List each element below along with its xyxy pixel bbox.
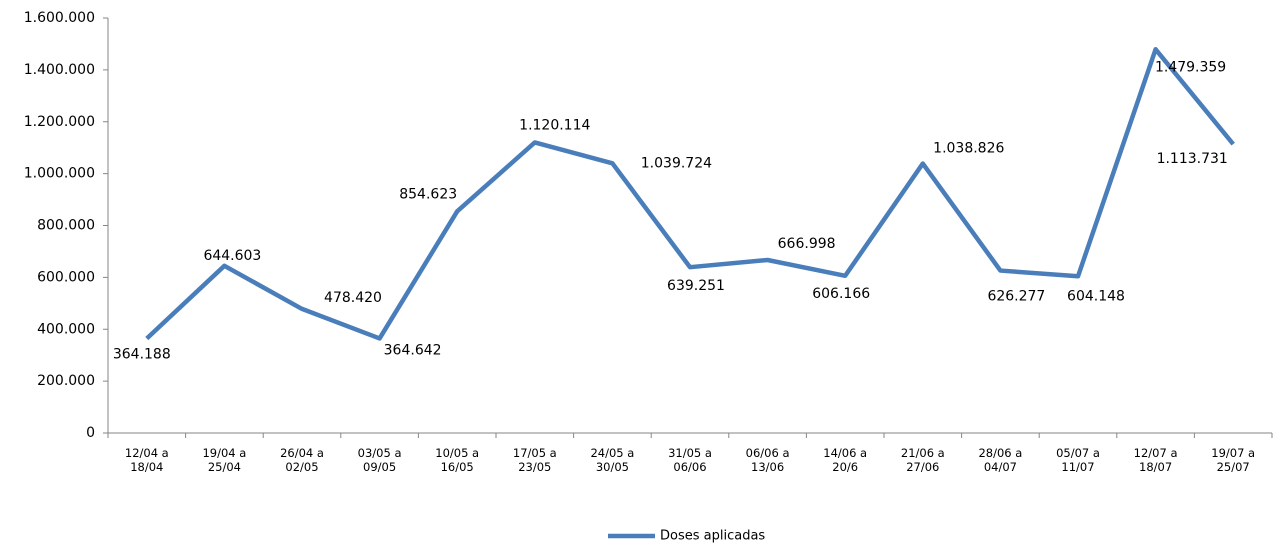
x-tick-label: 03/05 a 09/05 xyxy=(357,446,402,474)
y-tick-label: 200.000 xyxy=(37,373,95,389)
line xyxy=(145,47,1235,341)
x-tick-label: 14/06 a 20/6 xyxy=(823,446,868,474)
data-label: 854.623 xyxy=(399,186,457,202)
x-tick-label: 31/05 a 06/06 xyxy=(668,446,712,474)
legend-label: Doses aplicadas xyxy=(660,529,765,543)
x-tick-label: 12/07 a 18/07 xyxy=(1133,446,1178,474)
data-label: 1.120.114 xyxy=(519,117,590,133)
data-label: 639.251 xyxy=(667,278,725,294)
y-tick-label: 1.400.000 xyxy=(24,62,95,78)
y-tick-label: 600.000 xyxy=(37,269,95,285)
data-label: 364.188 xyxy=(113,347,171,363)
data-label: 644.603 xyxy=(203,248,261,264)
x-tick-label: 28/06 a 04/07 xyxy=(978,446,1023,474)
x-tick-label: 19/04 a 25/04 xyxy=(202,446,247,474)
x-tick-label: 26/04 a 02/05 xyxy=(280,446,324,474)
data-label: 1.113.731 xyxy=(1157,151,1228,167)
y-tick-label: 0 xyxy=(86,425,95,441)
data-label: 606.166 xyxy=(812,286,870,302)
data-label: 1.038.826 xyxy=(933,141,1004,157)
x-tick-label: 24/05 a 30/05 xyxy=(590,446,635,474)
x-tick-label: 05/07 a 11/07 xyxy=(1056,446,1100,474)
data-label: 1.479.359 xyxy=(1155,59,1226,75)
data-label: 478.420 xyxy=(324,290,382,306)
data-label: 364.642 xyxy=(384,342,442,358)
x-tick-label: 21/06 a 27/06 xyxy=(900,446,945,474)
y-tick-label: 1.600.000 xyxy=(24,10,95,26)
x-tick-label: 06/06 a 13/06 xyxy=(745,446,790,474)
x-tick-label: 12/04 a 18/04 xyxy=(124,446,169,474)
data-label: 604.148 xyxy=(1067,288,1125,304)
y-tick-label: 1.200.000 xyxy=(24,114,95,130)
data-label: 1.039.724 xyxy=(641,155,712,171)
x-tick-label: 10/05 a 16/05 xyxy=(435,446,480,474)
y-tick-label: 1.000.000 xyxy=(24,166,95,182)
data-label: 666.998 xyxy=(778,236,836,252)
x-tick-label: 17/05 a 23/05 xyxy=(512,446,557,474)
data-label: 626.277 xyxy=(987,289,1045,305)
y-tick-label: 800.000 xyxy=(37,218,95,234)
x-tick-label: 19/07 a 25/07 xyxy=(1211,446,1256,474)
y-tick-label: 400.000 xyxy=(37,321,95,337)
